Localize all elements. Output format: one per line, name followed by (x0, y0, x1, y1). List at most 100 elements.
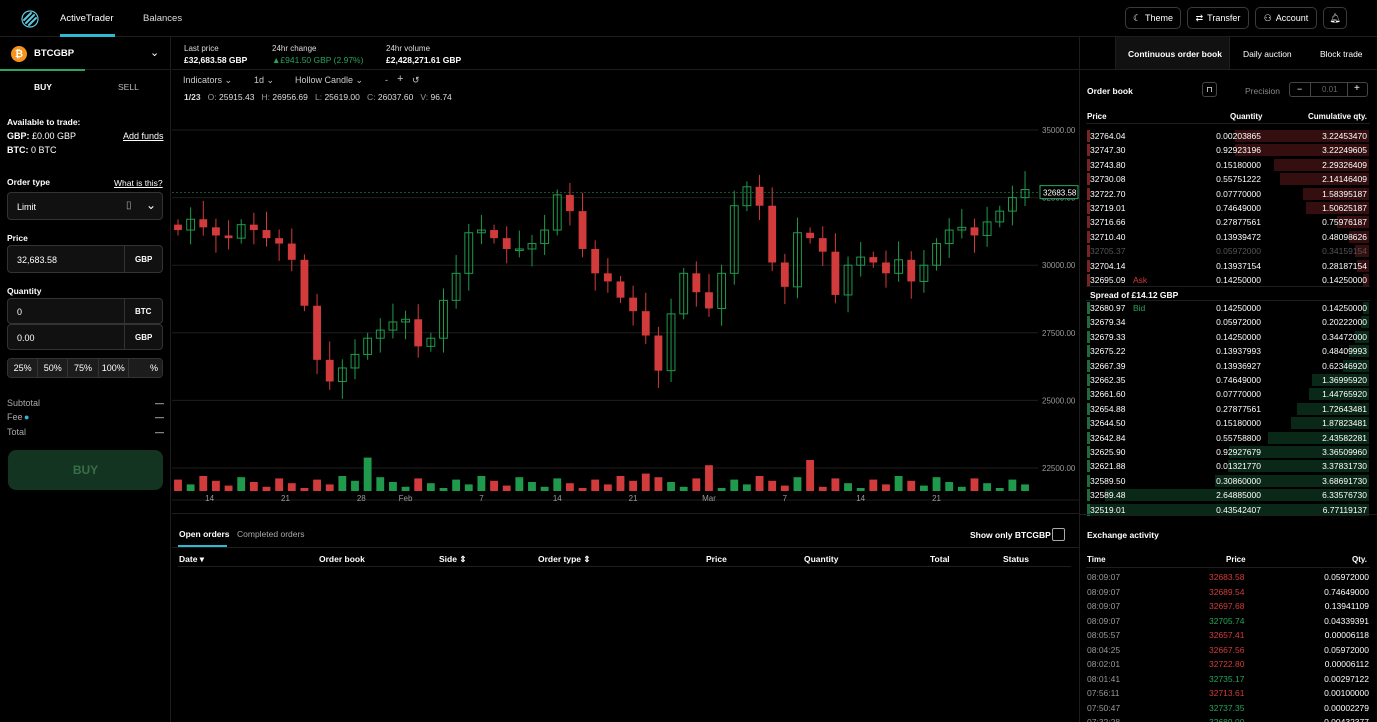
volume-bar (426, 483, 435, 491)
ask-row[interactable]: 32716.66 0.27877561 0.75976187 (1079, 215, 1377, 229)
candle-body-up (793, 232, 802, 288)
bid-row[interactable]: 32675.22 0.13937993 0.48409993 (1079, 344, 1377, 358)
tab-daily-auction[interactable]: Daily auction (1243, 49, 1292, 59)
bid-row[interactable]: 32679.33 0.14250000 0.34472000 (1079, 330, 1377, 344)
reset-icon[interactable]: ↺ (412, 75, 420, 85)
pct-100-button[interactable]: 100% (98, 359, 129, 377)
precision-minus-button[interactable]: − (1297, 84, 1303, 94)
pct-50-button[interactable]: 50% (38, 359, 69, 377)
quantity-btc-input[interactable]: 0 BTC (7, 298, 163, 324)
bid-row[interactable]: 32644.50 0.15180000 1.87823481 (1079, 416, 1377, 430)
ask-row[interactable]: 32710.40 0.13939472 0.48098626 (1079, 230, 1377, 244)
bid-depth-bar (1290, 417, 1369, 430)
bid-row[interactable]: 32680.97 0.14250000 0.14250000 Bid (1079, 301, 1377, 315)
bid-row[interactable]: 32662.35 0.74649000 1.36995920 (1079, 373, 1377, 387)
transfer-button[interactable]: ⇄ Transfer (1187, 7, 1249, 29)
bid-row[interactable]: 32589.50 0.30860000 3.68691730 (1079, 474, 1377, 488)
bid-cumulative: 0.20222000 (1322, 317, 1367, 328)
activity-qty: 0.00006118 (1324, 630, 1369, 640)
ask-side-mark (1087, 158, 1090, 171)
tab-completed-orders[interactable]: Completed orders (237, 529, 305, 539)
candle-body-down (212, 227, 220, 236)
interval-dropdown[interactable]: 1d ⌄ (254, 75, 275, 85)
candle-body-down (755, 186, 764, 206)
ask-side-mark (1087, 245, 1090, 258)
col-side[interactable]: Side ⇕ (439, 554, 467, 564)
activity-row: 08:09:07 32689.54 0.74649000 (1079, 585, 1377, 599)
tab-sell[interactable]: SELL (118, 82, 139, 92)
ask-row[interactable]: 32747.30 0.92923196 3.22249605 (1079, 143, 1377, 157)
price-input[interactable]: 32,683.58 GBP (7, 245, 163, 273)
add-funds-link[interactable]: Add funds (123, 131, 164, 141)
bid-row[interactable]: 32621.88 0.01321770 3.37831730 (1079, 459, 1377, 473)
activity-row: 07:50:47 32737.35 0.00002279 (1079, 701, 1377, 715)
nav-activetrader[interactable]: ActiveTrader (60, 13, 114, 24)
pct-75-button[interactable]: 75% (68, 359, 99, 377)
nav-balances[interactable]: Balances (143, 13, 183, 24)
order-type-select[interactable]: Limit ▯ ⌄ (7, 192, 163, 220)
col-date[interactable]: Date ▾ (179, 554, 205, 564)
tab-buy[interactable]: BUY (34, 82, 52, 92)
ask-row[interactable]: 32695.09 0.14250000 0.14250000 Ask (1079, 273, 1377, 287)
tab-continuous-order-book[interactable] (1115, 37, 1230, 70)
pct-custom-input[interactable]: % (128, 359, 162, 377)
quantity-gbp-input[interactable]: 0.00 GBP (7, 324, 163, 350)
pair-selector[interactable]: ₿ BTCGBP ⌄ (0, 37, 171, 70)
precision-plus-button[interactable]: + (1354, 83, 1360, 94)
ask-row[interactable]: 32743.80 0.15180000 2.29326409 (1079, 158, 1377, 172)
logo-icon[interactable] (20, 9, 40, 29)
bid-row[interactable]: 32589.48 2.64885000 6.33576730 (1079, 488, 1377, 502)
precision-stepper[interactable]: − 0.01 + (1289, 82, 1368, 97)
bid-side-mark (1087, 460, 1090, 473)
candle-body-down (603, 273, 612, 282)
what-is-this-link[interactable]: What is this? (114, 178, 163, 188)
volume-bar (629, 480, 638, 491)
ask-row[interactable]: 32764.04 0.00203865 3.22453470 (1079, 129, 1377, 143)
volume-bar (755, 476, 764, 491)
zoom-out-button[interactable]: - (385, 75, 388, 85)
bid-depth-bar (1311, 374, 1369, 386)
btc-balance: 0 BTC (31, 145, 57, 155)
ask-row[interactable]: 32730.08 0.55751222 2.14146409 (1079, 172, 1377, 186)
buy-button[interactable]: BUY (8, 450, 163, 490)
bid-row[interactable]: 32661.60 0.07770000 1.44765920 (1079, 387, 1377, 401)
account-button[interactable]: ⚇ Account (1255, 7, 1317, 29)
bid-row[interactable]: 32679.34 0.05972000 0.20222000 (1079, 315, 1377, 329)
notifications-button[interactable]: 🔔︎ (1323, 7, 1347, 29)
fee-value: — (155, 412, 164, 422)
candle-body-up (464, 232, 474, 274)
col-order-type[interactable]: Order type ⇕ (538, 554, 591, 564)
bid-row[interactable]: 32519.01 0.43542407 6.77119137 (1079, 503, 1377, 517)
bid-row[interactable]: 32625.90 0.92927679 3.36509960 (1079, 445, 1377, 459)
ohlc-h-label: H: (261, 92, 271, 102)
subtotal-value: — (155, 398, 164, 408)
ask-row[interactable]: 32719.01 0.74649000 1.50625187 (1079, 201, 1377, 215)
ohlc-readout: 1/23 O: 25915.43 H: 26956.69 L: 25619.00… (184, 92, 452, 102)
ask-row[interactable]: 32704.14 0.13937154 0.28187154 (1079, 259, 1377, 273)
volume-bar (679, 486, 688, 491)
bid-row[interactable]: 32667.39 0.13936927 0.62346920 (1079, 359, 1377, 373)
pct-25-button[interactable]: 25% (8, 359, 39, 377)
tab-open-orders[interactable]: Open orders (179, 529, 230, 539)
candle-body-up (363, 337, 373, 355)
theme-button[interactable]: ☾ Theme (1125, 7, 1181, 29)
show-only-checkbox[interactable] (1052, 528, 1065, 541)
bid-row[interactable]: 32654.88 0.27877561 1.72643481 (1079, 402, 1377, 416)
lock-icon[interactable]: ⊓ (1202, 82, 1217, 97)
activity-qty: 0.00002279 (1324, 702, 1369, 713)
tab-block-trade[interactable]: Block trade (1320, 49, 1363, 59)
indicators-dropdown[interactable]: Indicators ⌄ (183, 75, 233, 85)
precision-label: Precision (1245, 86, 1280, 96)
ask-side-mark (1087, 130, 1090, 142)
price-chart[interactable]: 35000.0032500.0030000.0027500.0025000.00… (172, 105, 1079, 505)
y-tick-label: 30000.00 (1042, 261, 1076, 270)
bid-row[interactable]: 32642.84 0.55758800 2.43582281 (1079, 431, 1377, 445)
candle-type-dropdown[interactable]: Hollow Candle ⌄ (295, 75, 364, 85)
ask-cumulative: 2.14146409 (1322, 174, 1367, 185)
activity-time: 08:01:41 (1087, 673, 1121, 684)
stat-24h-volume: 24hr volume £2,428,271.61 GBP (386, 44, 461, 65)
zoom-in-button[interactable]: + (397, 73, 404, 85)
ask-row[interactable]: 32722.70 0.07770000 1.58395187 (1079, 187, 1377, 201)
help-icon[interactable]: ● (24, 412, 30, 422)
ask-row[interactable]: 32705.37 0.05972000 0.34159154 (1079, 244, 1377, 258)
